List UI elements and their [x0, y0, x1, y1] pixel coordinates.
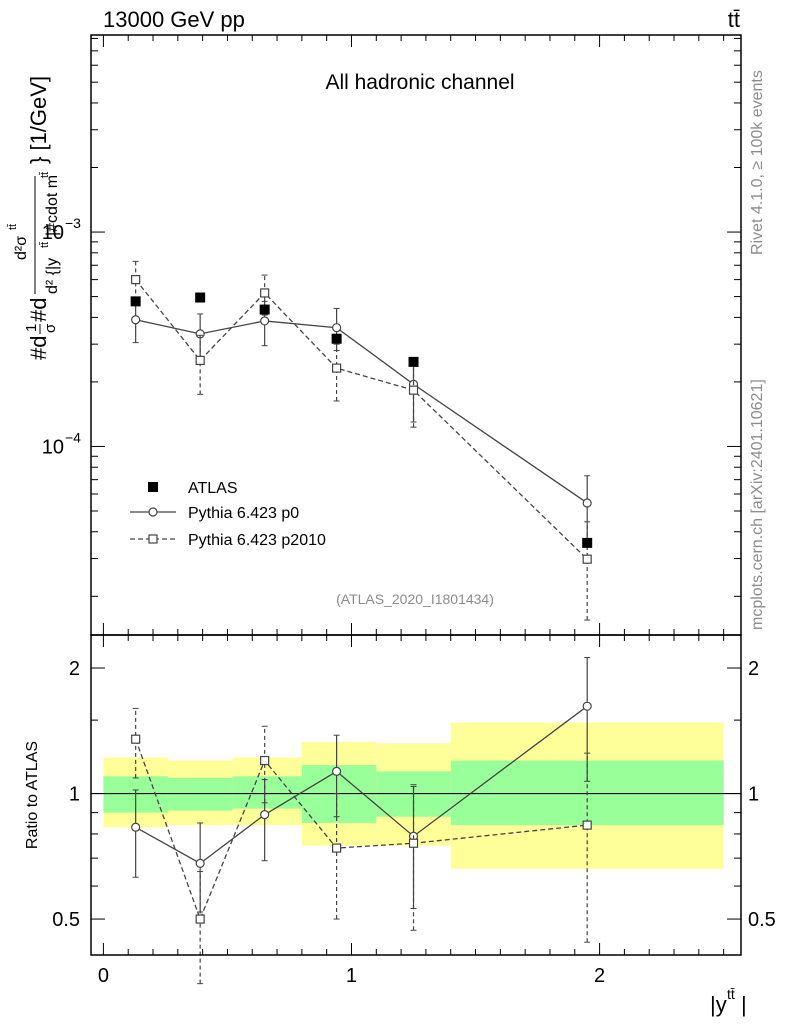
pythia-p2010-main-point	[260, 288, 270, 298]
header-left-title: 13000 GeV pp	[103, 7, 245, 32]
legend-entry-pythia-p2010: Pythia 6.423 p2010	[130, 532, 326, 549]
svg-text:σ: σ	[42, 323, 59, 333]
pythia-p2010-main-point	[408, 385, 419, 395]
rivet-version-label: Rivet 4.1.0, ≥ 100k events	[749, 70, 766, 255]
atlas-data-point	[582, 537, 593, 548]
pythia-p2010-main-point	[332, 363, 342, 373]
plot-title: All hadronic channel	[325, 71, 514, 94]
pythia-p0-ratio-point	[260, 810, 270, 820]
pythia-p2010-ratio-line	[135, 738, 588, 921]
legend-entry-atlas: ATLAS	[148, 480, 238, 497]
svg-text:#d: #d	[26, 336, 51, 360]
ratio-panel-frame	[90, 634, 742, 956]
ratio-y-tick-label-right: 2	[748, 658, 759, 680]
pythia-p0-ratio-point	[131, 822, 141, 832]
x-tick-label: 1	[346, 965, 357, 987]
svg-text:tt̄: tt̄	[727, 986, 735, 1002]
svg-text:|#cdot m: |#cdot m	[44, 175, 61, 236]
x-tick-label: 0	[98, 965, 109, 987]
main-y-tick-label-exponent: −4	[65, 429, 81, 445]
pythia-p2010-ratio-point	[131, 734, 141, 744]
legend-marker-pythia-p0	[148, 507, 158, 517]
pythia-p2010-main-line	[135, 279, 588, 560]
main-y-tick-label: 10	[42, 436, 64, 458]
main-y-tick-label: 10	[42, 222, 64, 244]
svg-text:1: 1	[23, 324, 40, 332]
svg-text:} [1/GeV]: } [1/GeV]	[26, 76, 51, 164]
pythia-p0-ratio-point	[332, 766, 342, 777]
svg-text:tt̄: tt̄	[39, 172, 51, 178]
ratio-panel: 0 1 2 0.5 0.5 1 1 2 2 Ratio to ATLAS	[24, 634, 776, 987]
ratio-y-tick-label: 1	[69, 784, 80, 806]
pythia-p2010-main-point	[131, 275, 141, 285]
atlas-data-point	[331, 333, 342, 344]
legend-marker-atlas	[148, 482, 158, 492]
pythia-p2010-ratio-point	[195, 914, 205, 924]
main-y-tick-label-exponent: −3	[65, 215, 81, 231]
legend-label-pythia-p2010: Pythia 6.423 p2010	[188, 532, 326, 549]
pythia-p0-main-point	[131, 315, 141, 325]
ratio-y-tick-label: 0.5	[52, 909, 80, 931]
x-tick-label: 2	[594, 965, 605, 987]
analysis-id-label: (ATLAS_2020_I1801434)	[336, 591, 494, 607]
atlas-data-point	[259, 304, 270, 315]
atlas-data-point	[408, 356, 419, 367]
pythia-p0-main-point	[582, 498, 592, 508]
pythia-p2010-main-point	[195, 355, 205, 365]
svg-text:d² {|y: d² {|y	[44, 258, 61, 294]
ratio-y-tick-label-right: 0.5	[748, 909, 776, 931]
mcplots-label: mcplots.cern.ch [arXiv:2401.10621]	[749, 379, 766, 630]
pythia-p0-main-line	[135, 319, 588, 504]
svg-text:|y: |y	[710, 992, 727, 1017]
pythia-p2010-ratio-point	[260, 755, 270, 766]
atlas-data-point	[195, 292, 206, 303]
pythia-p0-ratio-point	[582, 701, 592, 711]
svg-text:tt̄: tt̄	[7, 224, 19, 230]
pythia-p0-ratio-point	[195, 858, 205, 868]
x-axis-label: |y tt̄ |	[710, 986, 747, 1017]
pythia-p0-main-point	[332, 323, 342, 333]
pythia-p2010-ratio-point	[408, 838, 419, 848]
svg-text:#d: #d	[26, 298, 51, 322]
pythia-p2010-main-point	[582, 554, 592, 564]
header-right-title: tt̄	[728, 7, 740, 32]
svg-text:d²σ: d²σ	[13, 236, 30, 260]
svg-text:|: |	[741, 992, 747, 1017]
main-y-axis-label: #d 1 σ #d d²σ tt̄ d² {|y tt̄ |#cdot m tt…	[7, 76, 61, 360]
pythia-p2010-ratio-point	[582, 820, 592, 830]
main-panel: 10−410−3 All hadronic channel (ATLAS_202…	[7, 34, 742, 636]
ratio-y-tick-label-right: 1	[748, 784, 759, 806]
legend-label-atlas: ATLAS	[188, 480, 238, 497]
pythia-p0-main-point	[260, 316, 270, 326]
pythia-p2010-ratio-point	[332, 843, 342, 853]
uncertainty-band-green	[167, 777, 233, 811]
legend-marker-pythia-p2010	[148, 534, 158, 544]
svg-text:tt̄: tt̄	[39, 242, 51, 248]
pythia-p0-ratio-line	[135, 705, 588, 865]
atlas-data-point	[130, 296, 141, 307]
legend-label-pythia-p0: Pythia 6.423 p0	[188, 505, 299, 522]
legend: ATLAS Pythia 6.423 p0 Pythia 6.423 p2010	[130, 480, 326, 549]
ratio-y-tick-label: 2	[69, 658, 80, 680]
ratio-y-axis-label: Ratio to ATLAS	[24, 741, 41, 849]
legend-entry-pythia-p0: Pythia 6.423 p0	[130, 505, 299, 522]
